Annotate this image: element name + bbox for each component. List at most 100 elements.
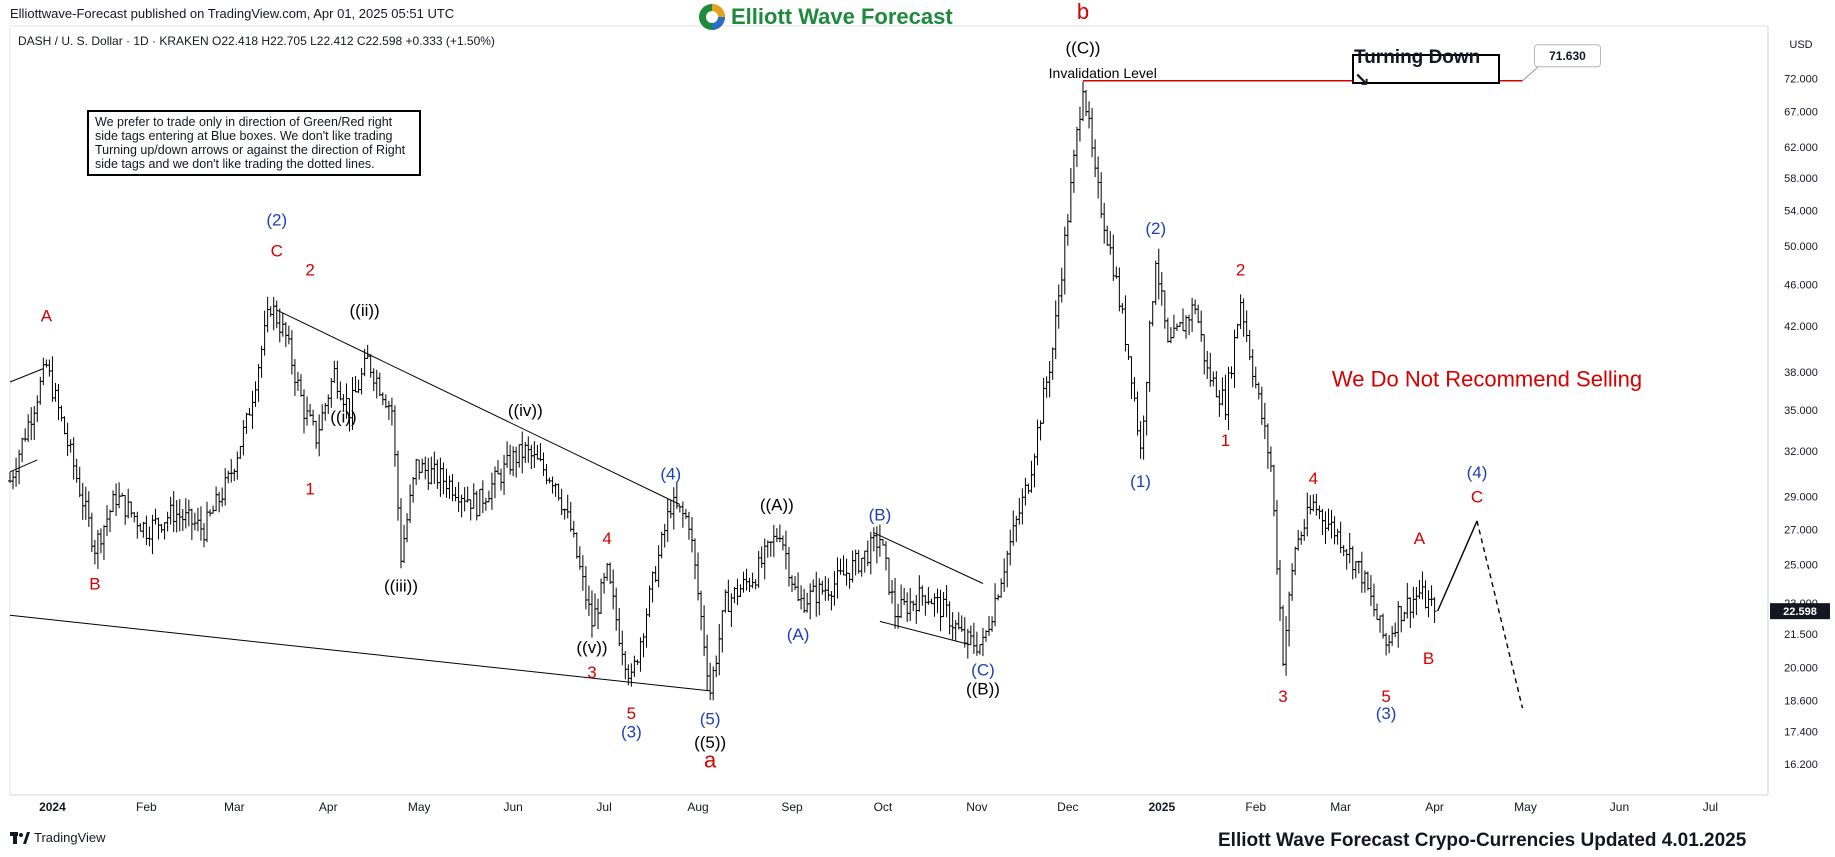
x-tick-label: 2024 (39, 800, 66, 814)
tradingview-logo: TradingView (10, 830, 106, 845)
projection-solid-line (1436, 520, 1478, 612)
x-tick-label: Oct (874, 800, 893, 814)
tradingview-icon (10, 831, 30, 844)
x-tick-label: Jul (596, 800, 611, 814)
wave-label: (5) (700, 709, 721, 728)
y-tick-label: 20.000 (1784, 662, 1818, 674)
y-tick-label: 46.000 (1784, 279, 1818, 291)
y-tick-label: 54.000 (1784, 206, 1818, 218)
x-tick-label: Mar (224, 800, 245, 814)
wave-label: A (41, 306, 53, 325)
wave-labels-layer: We Do Not Recommend Selling A B (2) C 2 1 ((ii)… (41, 0, 1642, 772)
y-tick-label: 38.000 (1784, 367, 1818, 379)
wave-label: b (1077, 0, 1089, 24)
y-tick-label: 35.000 (1784, 405, 1818, 417)
wave-label: 2 (305, 261, 314, 280)
turning-down-box: Turning Down ↘ (1352, 47, 1500, 91)
wave-label: B (89, 575, 100, 594)
wave-label: 1 (1221, 431, 1230, 450)
wave-label: ((v)) (576, 638, 607, 657)
wave-label: (3) (1376, 704, 1397, 723)
invalidation-text: Invalidation Level (1049, 65, 1157, 81)
wave-label: a (704, 747, 717, 772)
trendline (276, 309, 681, 505)
x-tick-label: Jul (1703, 800, 1718, 814)
trendline (9, 459, 38, 473)
wave-label: ((5)) (694, 733, 726, 752)
invalidation-price-label: 71.630 (1549, 49, 1586, 63)
wave-label: C (271, 242, 283, 261)
x-tick-label: Apr (319, 800, 338, 814)
wave-label: ((B)) (966, 679, 1000, 698)
wave-label: 4 (602, 529, 611, 548)
y-tick-label: 50.000 (1784, 241, 1818, 253)
axis-layer: USD 72.000 67.000 62.000 58.000 54.000 50.000 4… (39, 39, 1830, 814)
y-tick-label: 27.000 (1784, 524, 1818, 536)
x-tick-label: 2025 (1148, 800, 1175, 814)
trendline (9, 368, 44, 383)
y-tick-label: 72.000 (1784, 73, 1818, 85)
footer-caption: Elliott Wave Forecast Crypo-Currencies U… (1218, 830, 1747, 851)
wave-label: ((A)) (760, 495, 794, 514)
x-tick-label: Sep (781, 800, 803, 814)
y-tick-label: 62.000 (1784, 142, 1818, 154)
trendlines-layer: Invalidation Level 71.630 (9, 44, 1601, 709)
last-price-label: 22.598 (1783, 606, 1817, 618)
y-tick-label: 58.000 (1784, 173, 1818, 185)
x-tick-label: Jun (503, 800, 522, 814)
brand-logo: Elliott Wave Forecast (698, 2, 953, 32)
y-tick-label: 42.000 (1784, 321, 1818, 333)
wave-label: (4) (660, 464, 681, 483)
trendline (879, 620, 971, 646)
x-tick-label: Nov (966, 800, 987, 814)
trading-note: We prefer to trade only in direction of … (87, 110, 421, 176)
wave-label: ((iv)) (508, 401, 543, 420)
published-line: Elliottwave-Forecast published on Tradin… (10, 6, 455, 21)
tradingview-text: TradingView (34, 830, 106, 845)
y-tick-label: 25.000 (1784, 560, 1818, 572)
y-tick-label: 17.400 (1784, 726, 1818, 738)
wave-label: (3) (621, 722, 642, 741)
x-tick-label: Mar (1330, 800, 1351, 814)
wave-label: (4) (1467, 463, 1488, 482)
projection-dashed-line (1476, 520, 1524, 709)
y-tick-label: 32.000 (1784, 446, 1818, 458)
x-tick-label: May (408, 800, 431, 814)
callout-text: We Do Not Recommend Selling (1332, 366, 1642, 391)
y-tick-label: 16.200 (1784, 759, 1818, 771)
globe-icon (699, 4, 725, 30)
wave-label: 5 (1381, 687, 1390, 706)
x-tick-label: Feb (1245, 800, 1266, 814)
x-tick-label: Feb (136, 800, 157, 814)
wave-label: (2) (266, 210, 287, 229)
y-tick-label: 21.500 (1784, 629, 1818, 641)
last-price-badge (1770, 603, 1830, 620)
invalidation-callout-box (1533, 44, 1601, 68)
x-tick-label: Apr (1425, 800, 1444, 814)
wave-label: ((iii)) (384, 576, 418, 595)
wave-label: (A) (787, 625, 810, 644)
y-tick-label: 67.000 (1784, 107, 1818, 119)
wave-label: B (1423, 649, 1434, 668)
wave-label: A (1414, 529, 1426, 548)
wave-label: (C) (971, 661, 995, 680)
symbol-ohlc-line: DASH / U. S. Dollar · 1D · KRAKEN O22.41… (18, 34, 495, 48)
x-tick-label: May (1514, 800, 1537, 814)
wave-label: (1) (1130, 472, 1151, 491)
wave-label: ((ii)) (350, 301, 380, 320)
y-tick-label: 18.600 (1784, 696, 1818, 708)
x-tick-label: Aug (687, 800, 708, 814)
y-tick-label: 29.000 (1784, 492, 1818, 504)
invalidation-callout-pointer (1522, 64, 1541, 82)
x-tick-label: Jun (1610, 800, 1629, 814)
wave-label: 1 (305, 480, 314, 499)
x-tick-label: Dec (1057, 800, 1078, 814)
wave-label: (B) (869, 505, 892, 524)
y-axis-unit: USD (1789, 39, 1812, 51)
candles-layer (8, 81, 1437, 701)
wave-label: 5 (627, 704, 636, 723)
trendline (9, 614, 711, 692)
wave-label: 4 (1309, 469, 1318, 488)
wave-label: 3 (1278, 687, 1287, 706)
